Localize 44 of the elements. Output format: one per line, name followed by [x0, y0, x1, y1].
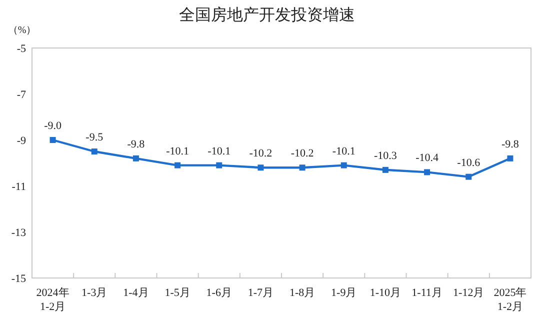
x-tick-label: 1-10月	[370, 287, 402, 299]
data-label: -9.8	[127, 138, 146, 150]
y-tick-label: -13	[11, 227, 26, 239]
y-tick-label: -5	[16, 43, 26, 55]
x-tick-label: 1-7月	[248, 287, 274, 299]
x-tick-label: 1-9月	[331, 287, 357, 299]
point	[91, 148, 98, 154]
data-label: -10.1	[166, 145, 190, 158]
y-tick-label: -11	[12, 181, 26, 193]
point	[299, 164, 306, 171]
data-label: -9.0	[44, 120, 62, 132]
x-tick-label: 1-6月	[206, 287, 232, 299]
data-label: -10.2	[249, 148, 272, 160]
data-label: -10.6	[457, 156, 481, 169]
point	[50, 137, 56, 143]
x-tick-label: 1-4月	[123, 287, 149, 299]
data-label: -10.1	[208, 145, 231, 158]
point	[132, 155, 139, 162]
x-tick-label: 1-8月	[289, 287, 316, 299]
y-tick-label: -9	[16, 135, 26, 147]
data-label: -10.4	[416, 152, 439, 164]
data-label: -10.3	[374, 150, 398, 162]
x-tick-label: 2025年 1-2月	[494, 287, 527, 313]
x-tick-label: 1-3月	[82, 287, 108, 299]
x-tick-label: 1-12月	[453, 287, 484, 299]
data-label: -9.8	[501, 138, 520, 150]
point	[258, 164, 264, 171]
point	[382, 166, 388, 173]
y-axis-title: （%）	[8, 25, 36, 36]
chart-title: 全国房地产开发投资增速	[179, 5, 355, 24]
y-tick-label: -15	[11, 273, 26, 285]
y-tick-label: -7	[16, 89, 26, 101]
point	[216, 162, 222, 168]
data-label: -10.1	[332, 145, 356, 158]
x-tick-label: 1-5月	[164, 287, 190, 299]
point	[466, 174, 472, 180]
point	[340, 162, 347, 168]
x-tick-label: 1-11月	[412, 287, 442, 299]
data-label: -9.5	[86, 132, 104, 144]
point	[174, 162, 181, 168]
x-tick-label: 2024年 1-2月	[36, 287, 70, 313]
point	[507, 155, 514, 162]
point	[424, 169, 430, 176]
data-label: -10.2	[290, 148, 314, 160]
